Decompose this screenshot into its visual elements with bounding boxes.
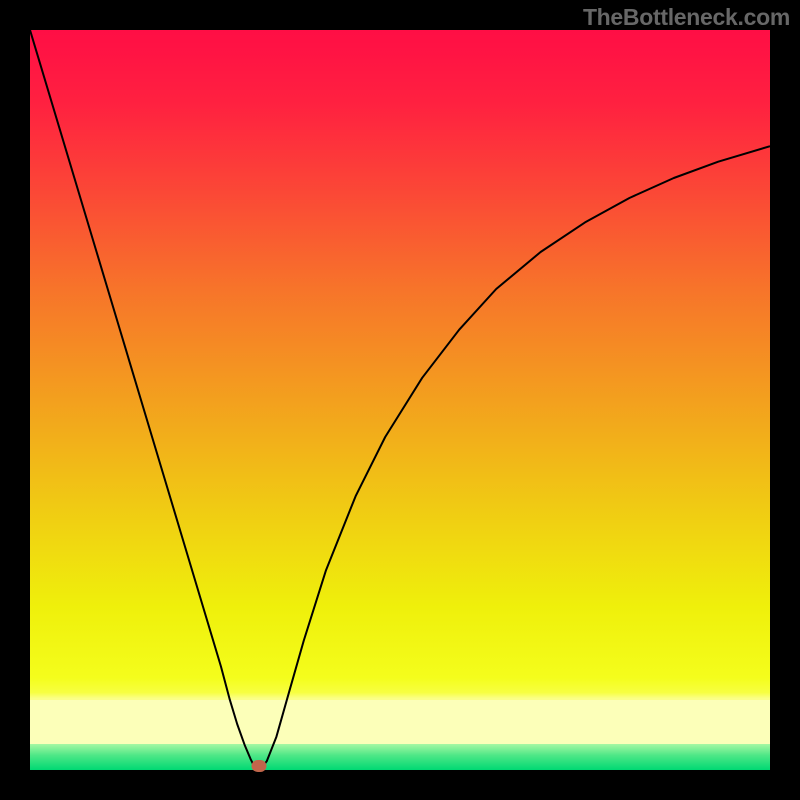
curve-path — [30, 30, 770, 770]
optimum-marker — [252, 760, 267, 772]
bottleneck-curve — [30, 30, 770, 770]
plot-area — [30, 30, 770, 770]
chart-container: TheBottleneck.com — [0, 0, 800, 800]
watermark-text: TheBottleneck.com — [583, 4, 790, 31]
